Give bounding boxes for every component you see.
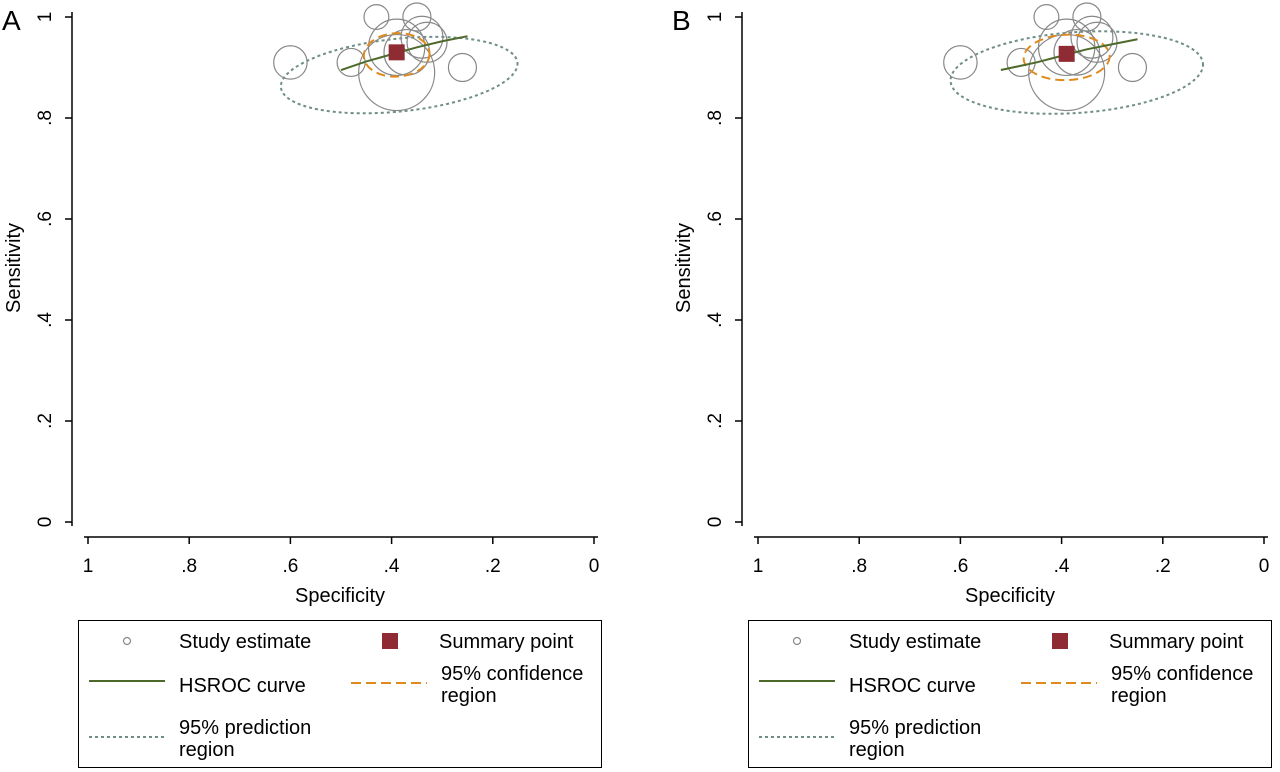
x-tick-label: .4 <box>1054 556 1070 577</box>
y-tick-label: 0 <box>35 517 56 528</box>
y-tick-label: .6 <box>705 211 726 227</box>
study-estimate-circle <box>1033 4 1060 30</box>
legend-summary-label: Summary point <box>439 631 574 653</box>
x-tick-label: 1 <box>753 556 764 577</box>
y-tick-label: 1 <box>35 12 56 23</box>
legend-summary-symbol <box>1052 633 1068 649</box>
x-tick-label: .6 <box>282 556 298 577</box>
y-tick-label: 0 <box>705 517 726 528</box>
x-tick-label: .2 <box>485 556 501 577</box>
study-estimate-circle <box>1072 2 1102 32</box>
legend-summary-symbol <box>382 633 398 649</box>
legend-prediction-label-line1: 95% prediction <box>179 717 312 739</box>
legend-confidence-label-line2: region <box>1111 685 1167 707</box>
prediction-region <box>279 35 519 115</box>
sroc-plot-a: A 0 .2 .4 .6 .8 1 1 .8 .6 .4 .2 0 Specificity Sensitiv… <box>2 2 600 607</box>
prediction-region <box>949 30 1205 115</box>
panel-label: A <box>2 5 21 36</box>
legend-hsroc-label: HSROC curve <box>179 675 306 697</box>
legend-hsroc-symbol <box>89 680 165 682</box>
sroc-plot-b: B 0 .2 .4 .6 .8 1 1 .8 .6 .4 .2 0 Specificity Sensitiv… <box>672 2 1270 607</box>
panel-a: A 0 .2 .4 .6 .8 1 1 .8 .6 .4 .2 0 Specificity Sensitiv… <box>2 2 602 768</box>
study-estimate-circle <box>273 45 308 80</box>
legend-confidence-symbol <box>351 682 427 684</box>
y-tick-label: .4 <box>35 312 56 328</box>
x-tick-label: .8 <box>181 556 197 577</box>
legend-a: Study estimate Summary point HSROC curve 95… <box>78 620 602 768</box>
study-estimate-circle <box>1006 47 1036 78</box>
legend-b: Study estimate Summary point HSROC curve 95… <box>748 620 1272 768</box>
study-estimate-circle <box>1053 28 1101 76</box>
summary-point <box>1058 45 1075 62</box>
y-tick-label: .2 <box>35 413 56 429</box>
x-tick-label: .2 <box>1155 556 1171 577</box>
study-estimate-circle <box>1117 52 1148 83</box>
legend-prediction-symbol <box>89 736 165 738</box>
summary-point-symbol <box>382 633 398 649</box>
legend-prediction-label-line2: region <box>179 739 235 761</box>
y-tick-label: .8 <box>705 110 726 126</box>
x-tick-label: 0 <box>1259 556 1270 577</box>
x-axis-title: Specificity <box>965 585 1055 607</box>
panel-b: B 0 .2 .4 .6 .8 1 1 .8 .6 .4 .2 0 Specificity Sensitiv… <box>670 0 1280 772</box>
legend-prediction-symbol <box>759 736 835 738</box>
summary-point-symbol <box>1052 633 1068 649</box>
panel-label: B <box>672 5 691 36</box>
confidence-region <box>362 32 431 78</box>
study-estimate-circle <box>447 52 478 83</box>
x-tick-label: .6 <box>952 556 968 577</box>
x-tick-label: .8 <box>851 556 867 577</box>
study-estimate-symbol <box>122 636 132 646</box>
legend-confidence-symbol <box>1021 682 1097 684</box>
legend-confidence-label-line2: region <box>441 685 497 707</box>
y-tick-label: .6 <box>35 211 56 227</box>
y-axis-title: Sensitivity <box>3 223 25 313</box>
study-estimate-circle <box>1070 15 1114 59</box>
legend-confidence-label-line1: 95% confidence <box>441 663 584 685</box>
study-estimate-circle <box>400 15 444 59</box>
y-tick-label: .8 <box>35 110 56 126</box>
study-estimate-circle <box>363 4 390 30</box>
x-tick-label: .4 <box>384 556 400 577</box>
legend-study-label: Study estimate <box>179 631 312 653</box>
legend-prediction-label-line1: 95% prediction <box>849 717 982 739</box>
legend-hsroc-label: HSROC curve <box>849 675 976 697</box>
study-estimate-circle <box>402 2 432 32</box>
legend-prediction-label-line2: region <box>849 739 905 761</box>
legend-study-symbol <box>122 636 132 646</box>
legend-hsroc-symbol <box>759 680 835 682</box>
confidence-region <box>1022 33 1111 82</box>
x-tick-label: 0 <box>589 556 600 577</box>
y-tick-label: .2 <box>705 413 726 429</box>
y-tick-label: .4 <box>705 312 726 328</box>
legend-summary-label: Summary point <box>1109 631 1244 653</box>
y-axis-title: Sensitivity <box>673 223 695 313</box>
summary-point <box>388 44 405 61</box>
x-axis-title: Specificity <box>295 585 385 607</box>
y-tick-label: 1 <box>705 12 726 23</box>
study-estimate-circle <box>358 33 436 112</box>
legend-study-symbol <box>792 636 802 646</box>
legend-study-label: Study estimate <box>849 631 982 653</box>
x-tick-label: 1 <box>83 556 94 577</box>
study-estimate-symbol <box>792 636 802 646</box>
legend-confidence-label-line1: 95% confidence <box>1111 663 1254 685</box>
study-estimate-circle <box>943 45 978 80</box>
